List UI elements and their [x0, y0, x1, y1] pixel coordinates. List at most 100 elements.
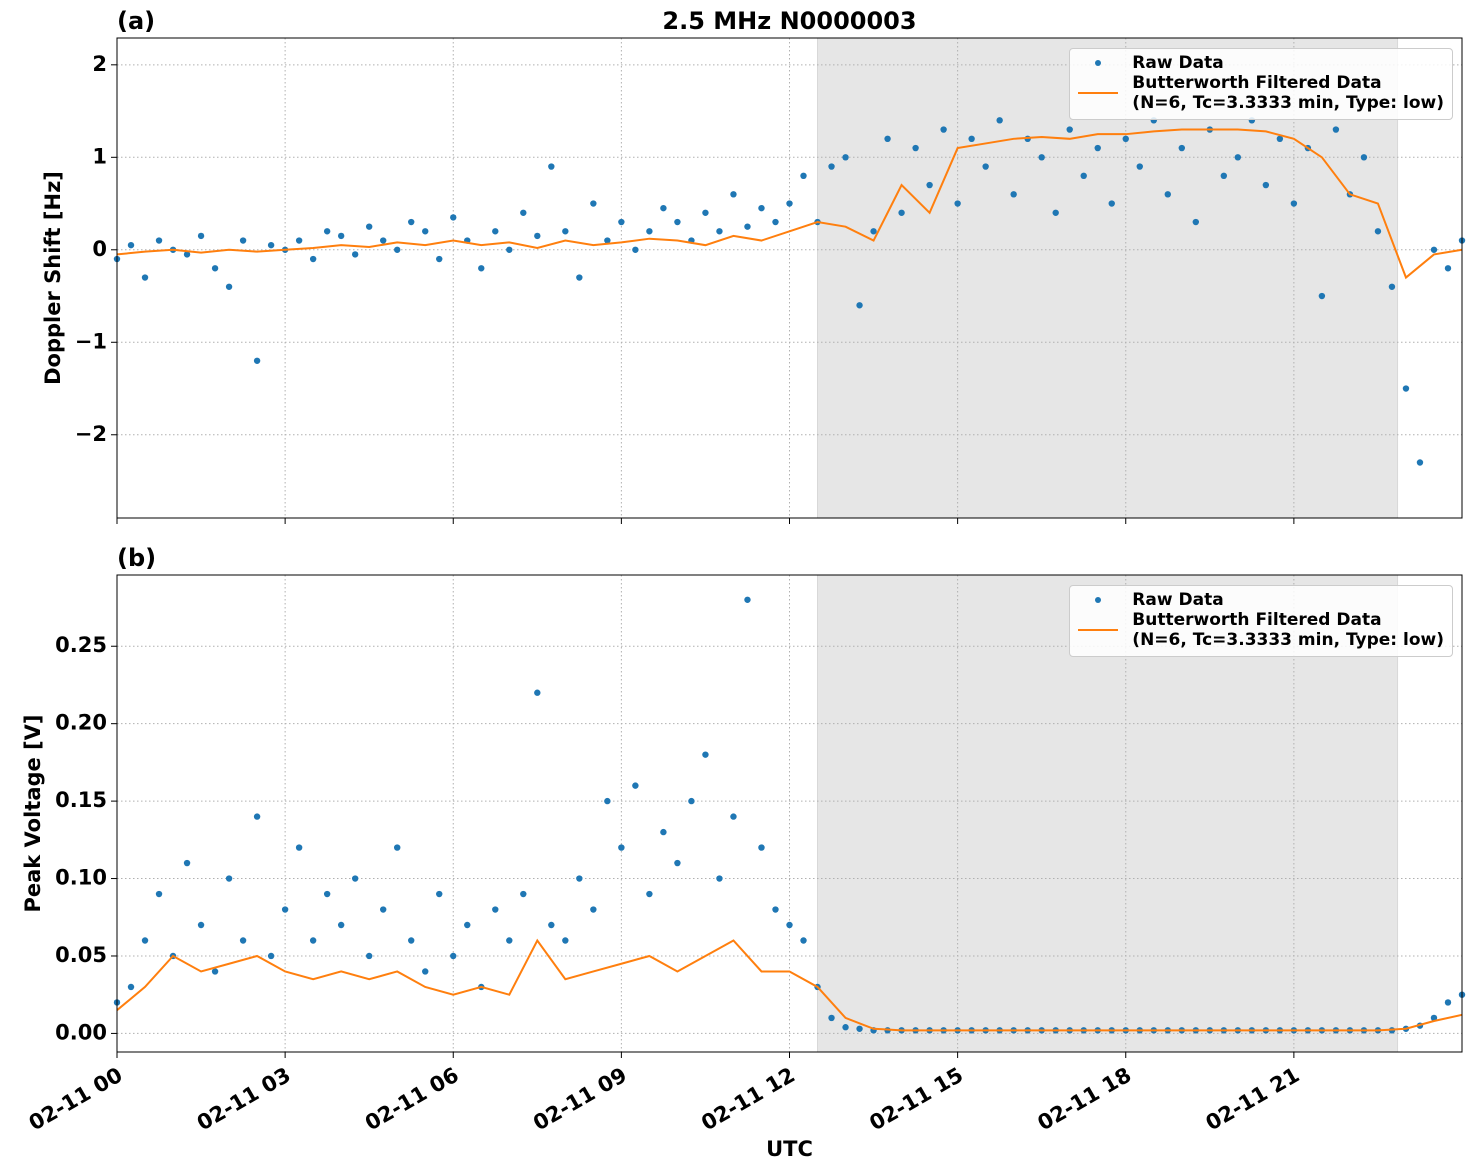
legend-label: Butterworth Filtered Data (N=6, Tc=3.333…	[1132, 73, 1444, 113]
raw-data-point	[492, 228, 499, 235]
raw-data-point	[1332, 126, 1340, 133]
legend: Raw Data Butterworth Filtered Data (N=6, …	[1069, 48, 1453, 120]
raw-data-point	[716, 875, 723, 882]
raw-data-point	[702, 751, 709, 758]
raw-data-point	[660, 828, 667, 836]
raw-data-point	[267, 952, 275, 960]
raw-data-point	[379, 237, 387, 244]
raw-data-point	[786, 200, 793, 207]
raw-data-point	[576, 274, 583, 281]
raw-data-point	[225, 283, 233, 290]
x-tick-label: 02-11 21	[1202, 1063, 1304, 1136]
raw-data-point	[379, 906, 387, 913]
raw-data-point	[1360, 154, 1368, 161]
raw-data-point	[197, 921, 205, 929]
raw-data-point	[351, 875, 359, 882]
raw-data-point	[1136, 163, 1143, 170]
legend-key	[1078, 53, 1118, 73]
legend-entry: Butterworth Filtered Data (N=6, Tc=3.333…	[1078, 73, 1444, 113]
raw-data-point	[660, 204, 667, 212]
raw-data-point	[281, 906, 289, 913]
raw-data-point	[478, 265, 485, 272]
y-tick-label: 0.15	[55, 788, 107, 812]
raw-data-point	[365, 952, 373, 960]
legend-key	[1078, 620, 1119, 640]
raw-data-point	[884, 135, 891, 143]
raw-data-point	[1010, 191, 1017, 198]
raw-data-point	[688, 797, 695, 805]
raw-data-point	[267, 241, 275, 249]
raw-data-point	[155, 237, 163, 244]
raw-data-point	[1094, 144, 1101, 152]
y-tick-label: 0.10	[55, 866, 107, 890]
raw-data-point	[1388, 283, 1396, 290]
x-tick-label: 02-11 18	[1033, 1063, 1135, 1136]
raw-data-point	[674, 218, 681, 226]
raw-data-point	[1220, 172, 1228, 180]
raw-data-point	[127, 983, 135, 991]
raw-data-point	[1318, 292, 1326, 300]
raw-data-point	[492, 906, 499, 913]
chart-title: 2.5 MHz N0000003	[662, 7, 916, 35]
raw-data-point	[1402, 385, 1410, 392]
y-tick-label: 1	[92, 144, 107, 168]
panel-label: (b)	[117, 544, 156, 572]
raw-data-point	[618, 844, 625, 851]
y-tick-label: 0.20	[55, 711, 107, 735]
y-axis-label: Peak Voltage [V]	[21, 714, 45, 912]
raw-data-point	[1290, 200, 1298, 207]
raw-data-point	[604, 797, 611, 805]
y-tick-label: 0.05	[55, 943, 107, 967]
y-tick-label: 2	[92, 52, 107, 76]
raw-data-point	[562, 228, 569, 235]
raw-data-point	[800, 172, 807, 180]
y-tick-label: 0.25	[55, 633, 107, 657]
raw-data-point	[534, 232, 541, 240]
raw-data-point	[590, 906, 597, 913]
raw-data-point	[253, 357, 261, 364]
raw-data-point	[141, 274, 149, 281]
raw-data-point	[968, 135, 975, 143]
raw-data-point	[744, 223, 751, 230]
raw-data-point	[912, 144, 919, 152]
raw-data-point	[183, 251, 191, 258]
raw-data-point	[548, 163, 555, 170]
legend-key	[1078, 590, 1118, 610]
raw-data-point	[1276, 135, 1284, 143]
y-tick-label: −1	[75, 329, 107, 353]
raw-data-point	[1080, 172, 1087, 180]
raw-data-point	[646, 228, 653, 235]
raw-data-point	[464, 921, 471, 929]
raw-data-point	[1192, 218, 1200, 226]
raw-data-point	[996, 117, 1003, 124]
raw-data-point	[309, 937, 317, 944]
y-axis-label: Doppler Shift [Hz]	[41, 171, 65, 385]
y-tick-label: −2	[75, 422, 107, 446]
raw-data-point	[239, 937, 247, 944]
raw-data-point	[856, 1025, 863, 1032]
raw-data-point	[295, 844, 303, 851]
raw-data-point	[295, 237, 303, 244]
raw-data-point	[1430, 1014, 1438, 1022]
raw-data-point	[1416, 459, 1424, 466]
raw-data-point	[632, 246, 639, 253]
raw-data-point	[674, 859, 681, 867]
raw-data-point	[351, 251, 359, 258]
raw-data-point	[422, 228, 429, 235]
raw-data-point	[365, 223, 373, 230]
raw-data-point	[772, 218, 779, 226]
raw-data-point	[758, 844, 765, 851]
raw-data-point	[197, 232, 205, 240]
raw-data-point	[828, 163, 835, 170]
raw-data-point	[870, 228, 877, 235]
raw-data-point	[1444, 265, 1452, 272]
raw-data-point	[408, 937, 415, 944]
raw-data-point	[702, 209, 709, 216]
raw-data-point	[211, 265, 219, 272]
raw-data-point	[1122, 135, 1129, 143]
raw-data-point	[1164, 191, 1171, 198]
raw-data-point	[1066, 126, 1073, 133]
raw-data-point	[940, 126, 947, 133]
raw-data-point	[520, 890, 527, 898]
